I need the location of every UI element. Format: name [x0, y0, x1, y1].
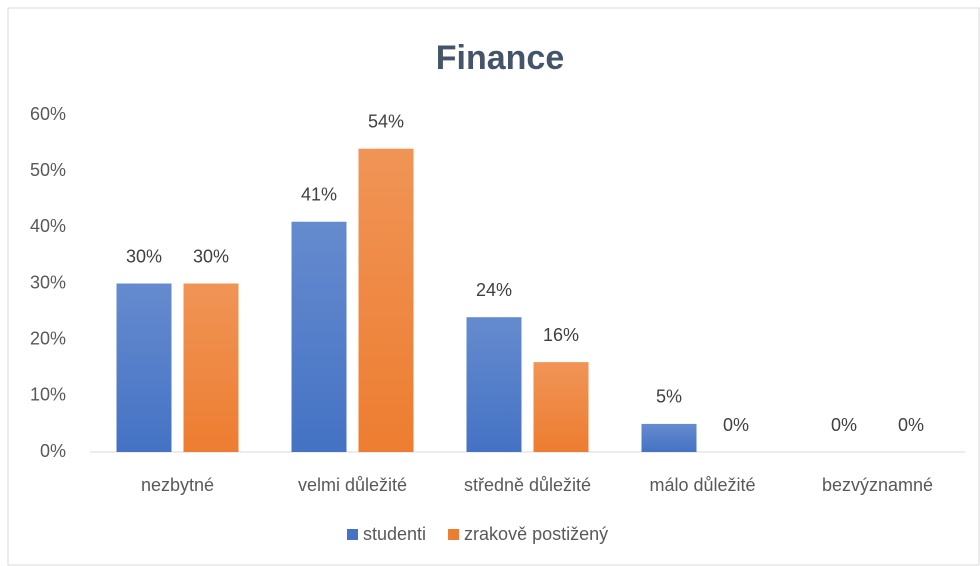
x-tick-label: středně důležité	[464, 475, 591, 495]
chart-title: Finance	[436, 39, 564, 77]
x-tick-label: bezvýznamné	[822, 475, 933, 495]
bar	[183, 283, 239, 452]
y-tick-label: 50%	[30, 160, 66, 180]
bar	[641, 423, 697, 452]
data-label: 16%	[543, 325, 579, 345]
y-tick-label: 30%	[30, 272, 66, 292]
legend-label: studenti	[363, 524, 426, 544]
bar	[116, 283, 172, 452]
x-tick-label: nezbytné	[141, 475, 214, 495]
legend-label: zrakově postižený	[464, 524, 608, 544]
data-label: 30%	[193, 246, 229, 266]
y-tick-label: 20%	[30, 328, 66, 348]
data-label: 5%	[656, 387, 682, 407]
y-tick-label: 10%	[30, 385, 66, 405]
bar	[358, 148, 414, 452]
data-label: 30%	[126, 246, 162, 266]
data-label: 41%	[301, 184, 337, 204]
data-label: 54%	[368, 111, 404, 131]
bar	[466, 317, 522, 452]
bar	[533, 362, 589, 452]
bar	[291, 221, 347, 452]
data-label: 24%	[476, 280, 512, 300]
y-tick-label: 40%	[30, 216, 66, 236]
y-tick-label: 0%	[40, 441, 66, 461]
x-tick-label: velmi důležité	[298, 475, 407, 495]
x-tick-label: málo důležité	[649, 475, 755, 495]
data-label: 0%	[898, 415, 924, 435]
legend-swatch	[448, 529, 460, 540]
data-label: 0%	[831, 415, 857, 435]
y-tick-label: 60%	[30, 104, 66, 124]
data-label: 0%	[723, 415, 749, 435]
legend-swatch	[347, 529, 358, 540]
